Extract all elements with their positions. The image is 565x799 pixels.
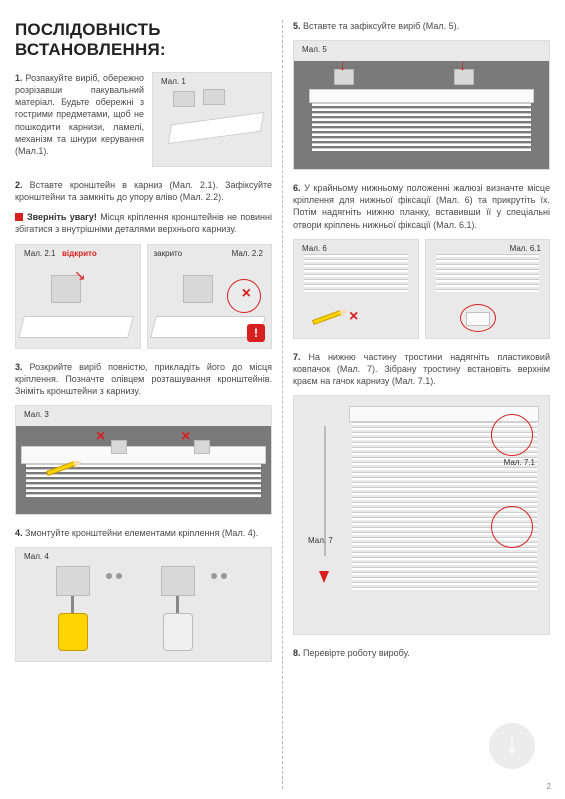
figure-2-1-label: Мал. 2.1 [22, 249, 57, 258]
figure-5: Мал. 5 ↓ ↓ [293, 40, 550, 170]
figure-1-label: Мал. 1 [159, 77, 188, 86]
step-3: 3. Розкрийте виріб повністю, прикладіть … [15, 361, 272, 397]
warning-badge: ! [247, 324, 265, 342]
step-7: 7. На нижню частину тростини надягніть п… [293, 351, 550, 387]
step-1-num: 1. [15, 73, 23, 83]
page-title: ПОСЛІДОВНІСТЬ ВСТАНОВЛЕННЯ: [15, 20, 272, 60]
watermark: ↓ [489, 723, 535, 769]
step-7-body: На нижню частину тростини надягніть плас… [293, 352, 550, 386]
figure-2-1: Мал. 2.1 відкрито ↘ [15, 244, 141, 349]
drill-icon [58, 613, 88, 651]
x-icon: × [242, 285, 251, 303]
closed-tag: закрито [154, 249, 183, 258]
step-3-body: Розкрийте виріб повністю, прикладіть йог… [15, 362, 272, 396]
page-number: 2 [547, 782, 551, 791]
step-2: 2. Вставте кронштейн в карниз (Мал. 2.1)… [15, 179, 272, 203]
step-8-num: 8. [293, 648, 301, 658]
step-4-body: Змонтуйте кронштейни елементами кріпленн… [23, 528, 259, 538]
step-2-num: 2. [15, 180, 23, 190]
step-6-body: У крайньому нижньому положенні жалюзі ви… [293, 183, 550, 229]
figure-4: Мал. 4 [15, 547, 272, 662]
step-1: 1. Розпакуйте виріб, обережно розрізавши… [15, 72, 272, 167]
figure-5-label: Мал. 5 [300, 45, 329, 54]
figure-6-label: Мал. 6 [300, 244, 329, 253]
tassel-icon [319, 571, 329, 583]
step-4-num: 4. [15, 528, 23, 538]
arrow-icon: ↘ [74, 267, 86, 284]
step-7-num: 7. [293, 352, 301, 362]
figure-6: Мал. 6 × [293, 239, 419, 339]
figure-2-group: Мал. 2.1 відкрито ↘ закрито Мал. 2.2 × ! [15, 244, 272, 349]
figure-2-2: закрито Мал. 2.2 × ! [147, 244, 273, 349]
step-5-num: 5. [293, 21, 301, 31]
drill-icon [163, 613, 193, 651]
warning: Зверніть увагу! Місця кріплення кронштей… [15, 211, 272, 235]
figure-3-label: Мал. 3 [22, 410, 51, 419]
pencil-icon [312, 310, 342, 325]
figure-4-label: Мал. 4 [22, 552, 51, 561]
figure-2-2-label: Мал. 2.2 [230, 249, 265, 258]
step-5: 5. Вставте та зафіксуйте виріб (Мал. 5). [293, 20, 550, 32]
figure-6-1-label: Мал. 6.1 [508, 244, 543, 253]
step-8-body: Перевірте роботу виробу. [301, 648, 410, 658]
step-3-num: 3. [15, 362, 23, 372]
figure-6-1: Мал. 6.1 [425, 239, 551, 339]
step-8: 8. Перевірте роботу виробу. [293, 647, 550, 659]
step-5-body: Вставте та зафіксуйте виріб (Мал. 5). [301, 21, 460, 31]
arrow-icon: ↓ [459, 57, 466, 73]
figure-7-label: Мал. 7 [306, 536, 335, 545]
open-tag: відкрито [62, 249, 97, 258]
figure-3: Мал. 3 × × [15, 405, 272, 515]
step-6: 6. У крайньому нижньому положенні жалюзі… [293, 182, 550, 231]
x-icon: × [181, 428, 190, 446]
step-2-body: Вставте кронштейн в карниз (Мал. 2.1). З… [15, 180, 272, 202]
figure-6-group: Мал. 6 × Мал. 6.1 [293, 239, 550, 339]
step-1-text: 1. Розпакуйте виріб, обережно розрізавши… [15, 72, 152, 167]
figure-1: Мал. 1 [152, 72, 272, 167]
figure-7: Мал. 7 Мал. 7.1 [293, 395, 550, 635]
arrow-icon: ↓ [339, 57, 346, 73]
warning-icon [15, 213, 23, 221]
x-icon: × [96, 428, 105, 446]
step-6-num: 6. [293, 183, 301, 193]
step-1-body: Розпакуйте виріб, обережно розрізавши па… [15, 73, 144, 156]
warning-prefix: Зверніть увагу! [27, 212, 97, 222]
step-4: 4. Змонтуйте кронштейни елементами кріпл… [15, 527, 272, 539]
figure-7-1-label: Мал. 7.1 [502, 458, 537, 467]
x-icon: × [349, 308, 358, 326]
